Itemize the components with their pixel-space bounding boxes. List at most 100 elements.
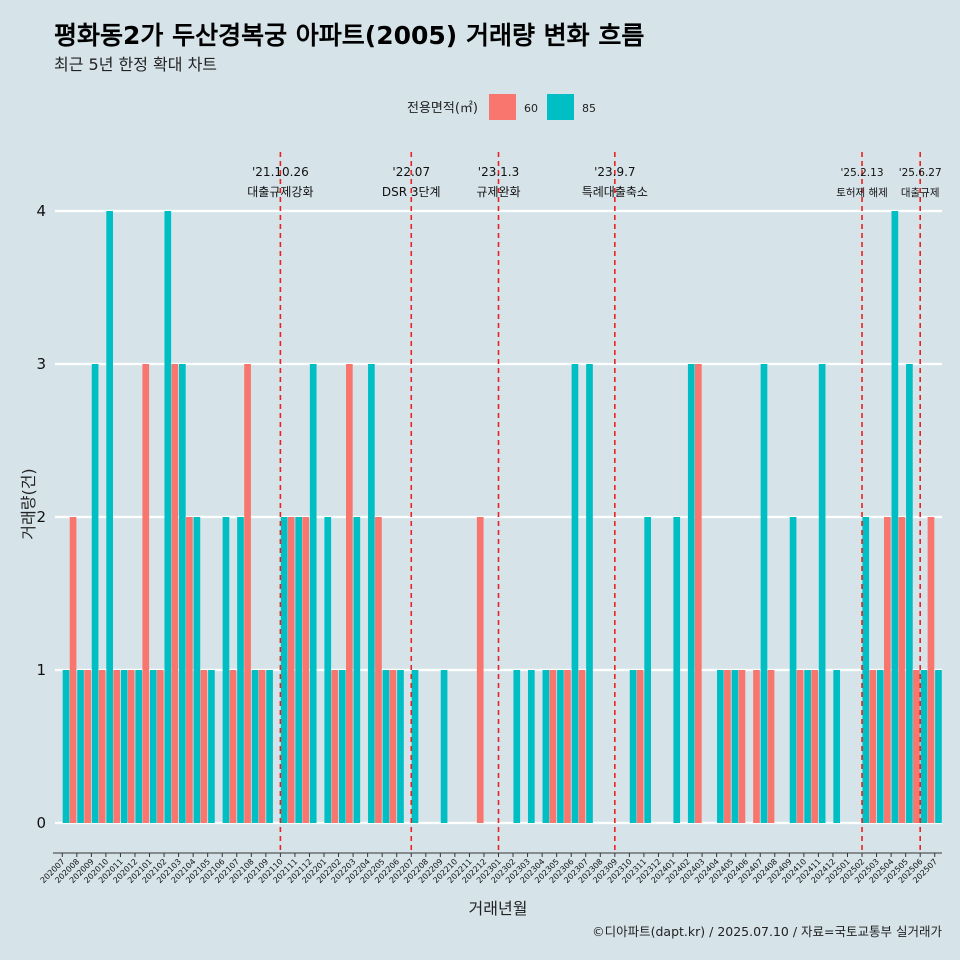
y-axis-title: 거래량(건) [19,468,38,539]
bar-60-202311 [636,670,644,823]
legend-label-85: 85 [582,102,596,115]
y-tick-label: 2 [36,508,46,526]
bar-85-202012 [135,670,143,823]
bar-60-202009 [84,670,91,823]
bar-85-202104 [193,517,201,823]
event-date-label: '22.07 [392,165,430,179]
y-tick-label: 4 [36,202,46,220]
bar-60-202504 [884,517,891,823]
bar-60-202108 [244,364,251,823]
bar-85-202502 [862,517,870,823]
bar-85-202409 [789,517,797,823]
bar-60-202212 [476,517,484,823]
bar-85-202202 [338,670,346,823]
bar-85-202412 [833,670,841,823]
bars [62,211,942,823]
bar-60-202010 [98,670,106,823]
bar-85-202505 [906,364,913,823]
chart-subtitle: 최근 5년 한정 확대 차트 [54,55,217,74]
bar-60-202411 [811,670,819,823]
bar-85-202205 [382,670,390,823]
bar-85-202106 [222,517,230,823]
bar-85-202311 [644,517,651,823]
legend-label-60: 60 [524,102,538,115]
bar-60-202408 [767,670,775,823]
y-tick-label: 3 [36,355,46,373]
bar-85-202407 [760,364,768,823]
bar-85-202008 [77,670,84,823]
bar-85-202207 [411,670,419,823]
bar-85-202007 [62,670,70,823]
bar-85-202504 [891,211,899,823]
bar-85-202306 [571,364,579,823]
bar-60-202105 [200,670,208,823]
bar-60-202407 [753,670,760,823]
bar-60-202103 [171,364,179,823]
bar-85-202310 [629,670,637,823]
bar-85-202103 [178,364,186,823]
bar-85-202506 [920,670,928,823]
y-tick-label: 1 [36,661,46,679]
bar-60-202008 [69,517,77,823]
bar-85-202102 [164,211,172,823]
event-date-label: '23.1.3 [478,165,519,179]
bar-85-202402 [687,364,695,823]
bar-60-202406 [738,670,746,823]
bar-60-202107 [229,670,237,823]
bar-85-202107 [237,517,244,823]
bar-85-202405 [731,670,739,823]
bar-60-202109 [258,670,266,823]
bar-85-202305 [557,670,564,823]
event-policy-label: 특례대출축소 [582,185,648,199]
bar-60-202102 [156,670,164,823]
event-policy-label: 대출규제강화 [247,185,313,199]
bar-85-202010 [106,211,113,823]
source-caption: ©디아파트(dapt.kr) / 2025.07.10 / 자료=국토교통부 실… [592,924,942,939]
bar-85-202410 [804,670,811,823]
bar-85-202401 [673,517,681,823]
bar-85-202503 [876,670,884,823]
legend-title: 전용면적(㎡) [407,101,478,116]
bar-60-202205 [375,517,382,823]
bar-85-202206 [397,670,404,823]
bar-60-202507 [927,517,935,823]
bar-85-202011 [120,670,128,823]
bar-85-202109 [266,670,273,823]
bar-60-202202 [331,670,339,823]
bar-85-202105 [208,670,215,823]
bar-60-202307 [578,670,586,823]
bar-60-202506 [913,670,920,823]
bar-85-202411 [818,364,826,823]
bar-60-202405 [724,670,731,823]
bar-85-202304 [542,670,550,823]
event-date-label: '25.6.27 [899,167,942,179]
bar-85-202201 [324,517,332,823]
bar-85-202108 [251,670,259,823]
bar-85-202101 [149,670,157,823]
event-policy-label: 토허제 해제 [836,186,888,199]
bar-85-202009 [91,364,99,823]
bar-60-202410 [796,670,804,823]
event-date-label: '23.9.7 [594,165,635,179]
bar-60-202505 [898,517,906,823]
legend-swatch-60 [489,94,516,120]
bar-60-202203 [346,364,353,823]
event-policy-label: DSR 3단계 [382,185,441,199]
bar-60-202012 [127,670,135,823]
policy-event-lines: '21.10.26 대출규제강화 '22.07 DSR 3단계 '23.1.3 규제완화 '… [247,152,942,852]
chart-title: 평화동2가 두산경복궁 아파트(2005) 거래량 변화 흐름 [54,21,644,50]
bar-85-202110 [280,517,288,823]
legend: 전용면적(㎡) 60 85 [407,94,596,120]
bar-60-202503 [869,670,877,823]
x-axis: 2020072020082020092020102020112020122021… [39,852,942,885]
bar-85-202111 [295,517,303,823]
bar-85-202112 [309,364,317,823]
bar-60-202306 [564,670,571,823]
bar-60-202112 [302,517,310,823]
bar-60-202011 [113,670,121,823]
bar-60-202305 [549,670,557,823]
x-axis-title: 거래년월 [469,899,528,918]
bar-85-202204 [368,364,375,823]
event-policy-label: 대출규제 [901,187,940,199]
